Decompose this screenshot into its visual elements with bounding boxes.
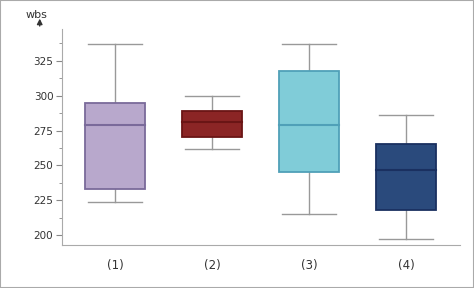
Bar — [279, 71, 339, 172]
Text: (4): (4) — [398, 259, 415, 272]
Bar — [182, 111, 242, 137]
Text: (2): (2) — [204, 259, 220, 272]
Text: (3): (3) — [301, 259, 318, 272]
Bar — [376, 145, 437, 210]
Text: (1): (1) — [107, 259, 123, 272]
Bar — [85, 103, 145, 189]
Text: wbs: wbs — [26, 10, 48, 20]
